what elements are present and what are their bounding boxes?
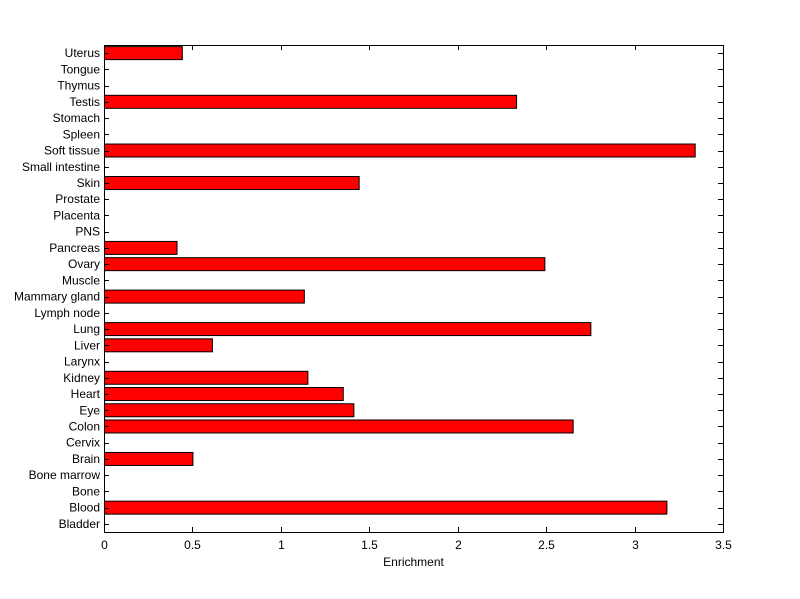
bar-testis — [104, 94, 518, 109]
bar-heart — [104, 387, 344, 402]
x-tick-label: 1.5 — [361, 538, 378, 552]
y-tick-label-larynx: Larynx — [64, 355, 100, 369]
y-tick-label-placenta: Placenta — [53, 208, 100, 222]
bar-skin — [104, 175, 360, 190]
bar-eye — [104, 403, 355, 418]
x-tick-label: 2 — [455, 538, 462, 552]
y-tick-label-blood: Blood — [69, 501, 100, 515]
y-tick-label-tongue: Tongue — [61, 62, 101, 76]
bar-brain — [104, 451, 194, 466]
x-tick-label: 3 — [632, 538, 639, 552]
bar-colon — [104, 419, 574, 434]
bar-liver — [104, 338, 213, 353]
y-tick-label-lung: Lung — [73, 322, 100, 336]
y-tick-label-bone: Bone — [72, 484, 100, 498]
y-tick-label-lymph-node: Lymph node — [34, 306, 100, 320]
y-tick-label-thymus: Thymus — [57, 79, 100, 93]
bar-kidney — [104, 370, 309, 385]
y-tick-label-brain: Brain — [72, 452, 100, 466]
bar-pancreas — [104, 240, 178, 255]
y-tick-label-uterus: Uterus — [65, 46, 100, 60]
x-tick-label: 0 — [101, 538, 108, 552]
y-tick-label-ovary: Ovary — [68, 257, 100, 271]
x-tick-label: 2.5 — [538, 538, 555, 552]
y-tick-label-skin: Skin — [77, 176, 100, 190]
y-tick-label-prostate: Prostate — [55, 192, 100, 206]
y-axis-ticks: Bladder Blood Bone Bone marrow Brain Cervix Co… — [14, 46, 723, 531]
bar-blood — [104, 500, 668, 515]
y-tick-label-bone-marrow: Bone marrow — [29, 468, 101, 482]
x-tick-label: 1 — [278, 538, 285, 552]
y-tick-label-cervix: Cervix — [66, 436, 100, 450]
y-tick-label-bladder: Bladder — [59, 517, 100, 531]
bar-soft-tissue — [104, 143, 696, 158]
y-tick-label-eye: Eye — [79, 403, 100, 417]
y-tick-label-heart: Heart — [71, 387, 101, 401]
y-tick-label-stomach: Stomach — [53, 111, 100, 125]
y-tick-label-small-intestine: Small intestine — [22, 160, 100, 174]
y-tick-label-colon: Colon — [69, 419, 100, 433]
bar-uterus — [104, 46, 183, 61]
x-axis-title: Enrichment — [383, 555, 444, 569]
y-tick-label-spleen: Spleen — [63, 127, 100, 141]
plot-area-frame — [104, 45, 724, 533]
x-tick-label: 3.5 — [715, 538, 732, 552]
bar-ovary — [104, 257, 546, 272]
x-tick-label: 0.5 — [184, 538, 201, 552]
y-tick-label-muscle: Muscle — [62, 273, 100, 287]
y-tick-label-kidney: Kidney — [63, 371, 100, 385]
bar-lung — [104, 322, 592, 337]
y-tick-label-liver: Liver — [74, 338, 100, 352]
y-tick-label-pancreas: Pancreas — [49, 241, 100, 255]
bar-mammary-gland — [104, 289, 305, 304]
bars-group — [104, 46, 696, 515]
y-tick-label-soft-tissue: Soft tissue — [44, 144, 100, 158]
y-tick-label-pns: PNS — [75, 225, 100, 239]
y-tick-label-testis: Testis — [69, 95, 100, 109]
y-tick-label-mammary-gland: Mammary gland — [14, 290, 100, 304]
